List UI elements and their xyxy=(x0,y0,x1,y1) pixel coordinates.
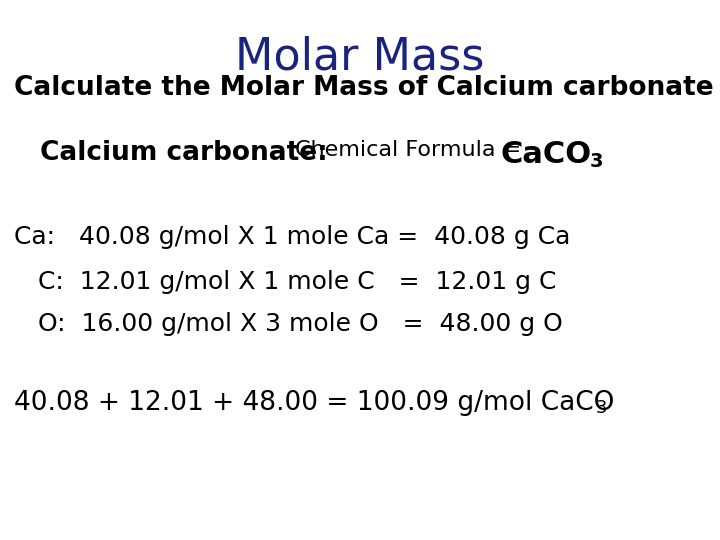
Text: Chemical Formula =: Chemical Formula = xyxy=(295,140,521,160)
Text: O:  16.00 g/mol X 3 mole O   =  48.00 g O: O: 16.00 g/mol X 3 mole O = 48.00 g O xyxy=(14,312,563,336)
Text: Calcium carbonate:: Calcium carbonate: xyxy=(40,140,328,166)
Text: Ca:   40.08 g/mol X 1 mole Ca =  40.08 g Ca: Ca: 40.08 g/mol X 1 mole Ca = 40.08 g Ca xyxy=(14,225,570,249)
Text: 3: 3 xyxy=(596,399,608,417)
Text: 40.08 + 12.01 + 48.00 = 100.09 g/mol CaCO: 40.08 + 12.01 + 48.00 = 100.09 g/mol CaC… xyxy=(14,390,614,416)
Text: 3: 3 xyxy=(590,152,603,171)
Text: C:  12.01 g/mol X 1 mole C   =  12.01 g C: C: 12.01 g/mol X 1 mole C = 12.01 g C xyxy=(14,270,557,294)
Text: Molar Mass: Molar Mass xyxy=(235,35,485,78)
Text: CaCO: CaCO xyxy=(500,140,591,169)
Text: Calculate the Molar Mass of Calcium carbonate: Calculate the Molar Mass of Calcium carb… xyxy=(14,75,714,101)
